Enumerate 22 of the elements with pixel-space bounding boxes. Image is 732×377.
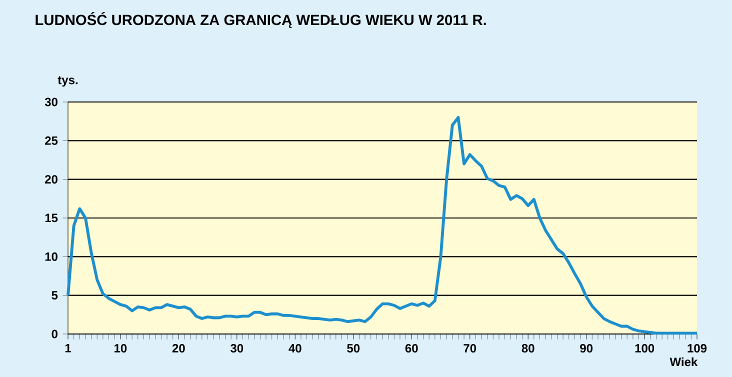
x-tick-label: 90 [580, 344, 593, 353]
x-tick-label: 100 [635, 344, 654, 353]
x-tick-label: 30 [230, 344, 244, 353]
y-axis-title: tys. [58, 76, 78, 87]
x-tick-label: 80 [522, 344, 534, 353]
x-tick-label: 20 [172, 344, 185, 353]
y-tick-label: 20 [45, 175, 58, 184]
y-tick-label: 10 [45, 252, 58, 261]
x-tick-label: 10 [114, 344, 127, 353]
y-tick-label: 30 [44, 98, 58, 106]
y-tick-label: 15 [45, 214, 58, 222]
x-tick-label: 109 [688, 344, 707, 353]
y-tick-label: 5 [52, 291, 58, 300]
x-tick-label: 1 [65, 344, 72, 352]
chart-title: LUDNOŚĆ URODZONA ZA GRANICĄ WEDŁUG WIEKU W 2011 R. [36, 12, 486, 28]
y-tick-label: 25 [45, 136, 58, 145]
x-tick-label: 50 [347, 344, 360, 353]
x-tick-label: 70 [464, 344, 476, 353]
x-tick-label: 40 [288, 344, 302, 353]
x-axis-title: Wiek [670, 357, 698, 366]
y-tick-label: 0 [52, 330, 58, 338]
x-tick-label: 60 [405, 344, 418, 353]
